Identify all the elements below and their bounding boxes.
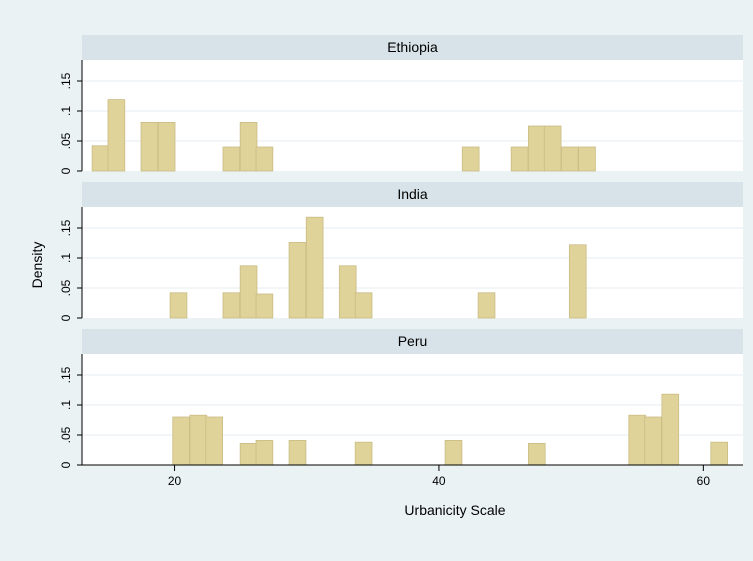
histogram-bar bbox=[255, 439, 274, 466]
histogram-bar bbox=[172, 416, 190, 466]
y-tick-label: .05 bbox=[59, 426, 73, 443]
histogram-bar bbox=[189, 414, 208, 466]
panel-title: India bbox=[397, 186, 428, 202]
histogram-bar bbox=[239, 265, 258, 319]
y-tick-label: .05 bbox=[59, 132, 73, 149]
panel-strip bbox=[82, 35, 743, 60]
histogram-bar bbox=[628, 414, 647, 466]
histogram-bar bbox=[222, 292, 241, 319]
panel-strip bbox=[82, 182, 743, 207]
panel-strip bbox=[82, 329, 743, 354]
x-axis-label: Urbanicity Scale bbox=[404, 502, 505, 518]
histogram-bar bbox=[91, 145, 110, 172]
histogram-bar bbox=[543, 125, 562, 172]
histogram-bar bbox=[305, 216, 324, 319]
y-tick-label: 0 bbox=[59, 461, 73, 468]
histogram-bar bbox=[338, 265, 357, 319]
panel-india: India 0 .05 .1 .15 bbox=[59, 182, 743, 321]
panel-title: Ethiopia bbox=[387, 39, 438, 55]
x-tick-label: 60 bbox=[697, 474, 711, 488]
y-tick-label: .15 bbox=[59, 72, 73, 89]
x-axis: 20 40 60 bbox=[82, 464, 743, 488]
histogram-bar bbox=[157, 122, 176, 172]
x-tick-label: 20 bbox=[168, 474, 182, 488]
y-tick-label: .15 bbox=[59, 219, 73, 236]
histogram-bar bbox=[222, 146, 241, 172]
histogram-bar bbox=[710, 441, 728, 466]
histogram-bar bbox=[239, 442, 258, 466]
panel-ethiopia: Ethiopia 0 .05 .1 .15 bbox=[59, 35, 743, 174]
histogram-bar bbox=[239, 122, 258, 172]
histogram-bar bbox=[510, 146, 529, 172]
histogram-bar bbox=[288, 439, 307, 466]
histogram-bar bbox=[169, 292, 188, 319]
histogram-bar bbox=[578, 146, 596, 172]
panel-title: Peru bbox=[398, 333, 428, 349]
histogram-bar bbox=[477, 292, 496, 319]
plot-area bbox=[82, 207, 743, 318]
panel-peru: Peru 0 .05 .1 .15 bbox=[59, 329, 743, 468]
histogram-bar bbox=[568, 244, 587, 319]
histogram-bar bbox=[644, 416, 662, 466]
panels: Ethiopia 0 .05 .1 .15 India 0 .05 .1 .15 Peru 0 .05.… bbox=[59, 35, 743, 468]
histogram-bar bbox=[354, 292, 373, 319]
histogram-bar bbox=[444, 439, 463, 466]
histogram-bar bbox=[561, 146, 579, 172]
plot-area bbox=[82, 60, 743, 171]
histogram-bar bbox=[527, 442, 546, 466]
histogram-bar bbox=[661, 393, 680, 466]
histogram-bar bbox=[255, 293, 274, 319]
histogram-bar bbox=[140, 122, 159, 172]
histogram-bar bbox=[288, 241, 307, 319]
y-tick-label: 0 bbox=[59, 167, 73, 174]
y-tick-label: .15 bbox=[59, 366, 73, 383]
y-tick-label: .05 bbox=[59, 279, 73, 296]
histogram-bar bbox=[461, 146, 480, 172]
y-tick-label: .1 bbox=[59, 253, 73, 263]
y-tick-label: 0 bbox=[59, 314, 73, 321]
histogram-bar bbox=[255, 146, 274, 172]
x-tick-label: 40 bbox=[432, 474, 446, 488]
y-tick-label: .1 bbox=[59, 400, 73, 410]
histogram-bar bbox=[205, 416, 223, 466]
y-axis-label: Density bbox=[29, 242, 45, 289]
histogram-bar bbox=[527, 125, 546, 172]
histogram-bar bbox=[107, 99, 126, 172]
histogram-bar bbox=[354, 441, 373, 466]
y-tick-label: .1 bbox=[59, 106, 73, 116]
